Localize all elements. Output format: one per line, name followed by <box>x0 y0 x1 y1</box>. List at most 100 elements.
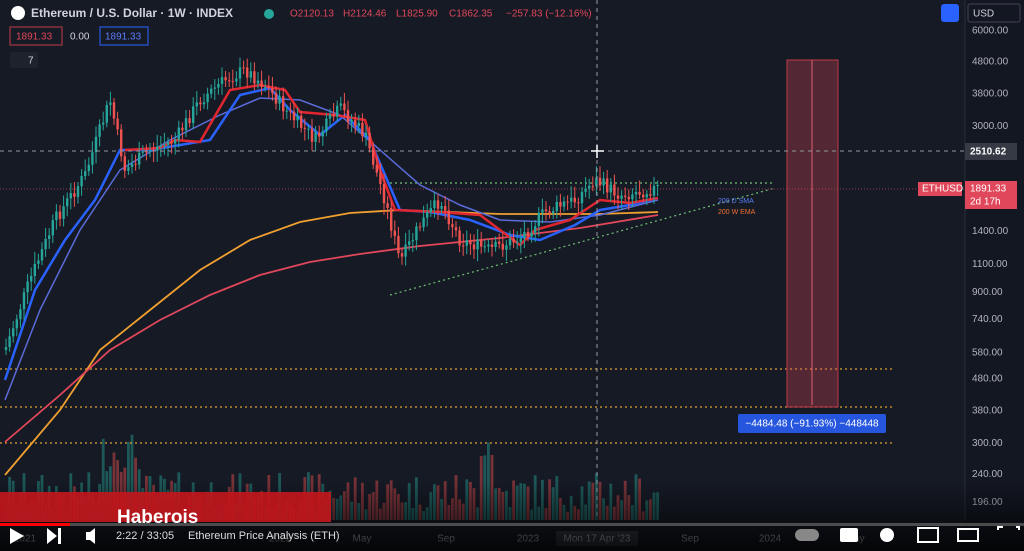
channel-name: Haberois <box>117 507 198 528</box>
candle-body <box>22 292 26 310</box>
candle-body <box>217 83 220 88</box>
candle-body <box>55 211 58 221</box>
volume-bar <box>130 434 134 520</box>
candle-body <box>415 226 418 241</box>
candle-body <box>588 185 591 189</box>
candle-body <box>314 132 317 142</box>
levels <box>0 182 895 444</box>
candle-body <box>591 185 594 187</box>
candle-body <box>465 240 468 246</box>
candle-body <box>458 230 461 246</box>
candle-body <box>289 110 292 112</box>
candle-body <box>577 202 580 204</box>
candle-body <box>634 191 638 195</box>
play-button[interactable] <box>10 528 24 544</box>
indicator-count: 7 <box>28 56 34 67</box>
settings-button[interactable] <box>880 528 894 542</box>
candle-body <box>163 144 166 146</box>
candle-body <box>397 235 400 254</box>
candle-body <box>418 226 422 228</box>
candle-body <box>91 152 94 165</box>
candle-body <box>253 71 256 84</box>
candle-body <box>170 141 173 144</box>
candle-body <box>76 186 80 197</box>
candle-body <box>292 111 296 121</box>
eth-icon <box>11 6 25 20</box>
cc-button[interactable] <box>840 528 858 542</box>
candle-body <box>336 105 339 117</box>
candle-body <box>426 212 429 218</box>
candle-body <box>404 244 407 257</box>
candle-body <box>134 163 137 165</box>
candle-body <box>282 96 285 112</box>
candle-body <box>433 200 436 209</box>
candle-body <box>559 201 562 207</box>
candle-body <box>454 227 458 231</box>
candle-body <box>357 122 360 127</box>
cursor <box>591 145 604 158</box>
volume-button[interactable] <box>86 528 95 544</box>
candle-body <box>19 309 22 320</box>
candle-body <box>530 232 533 237</box>
candle-body <box>566 201 569 203</box>
candle-body <box>483 246 486 248</box>
candle-body <box>267 86 270 88</box>
candle-body <box>652 185 656 196</box>
candle-body <box>148 150 152 153</box>
theater-button[interactable] <box>957 528 979 542</box>
candle-body <box>177 127 180 140</box>
price-label: 240.00 <box>972 469 1003 480</box>
crosshair-price: 2510.62 <box>970 147 1007 158</box>
price-tag <box>965 181 1017 209</box>
ma-blue-slow <box>4 97 659 401</box>
candle-body <box>325 118 328 132</box>
miniplayer-button[interactable] <box>917 527 939 543</box>
candle-body <box>246 67 249 78</box>
input-value: 1891.33 <box>105 32 142 43</box>
candle-body <box>109 102 112 105</box>
input-box[interactable] <box>9 26 63 46</box>
candle-body <box>512 238 515 243</box>
candle-body <box>145 151 148 153</box>
price-label: 480.00 <box>972 373 1003 384</box>
candle-body <box>602 178 605 186</box>
fullscreen-button[interactable] <box>997 526 1020 530</box>
candle-body <box>260 80 263 88</box>
candle-body <box>526 231 530 237</box>
candle-body <box>274 93 278 104</box>
channel-banner <box>0 492 331 522</box>
candle-body <box>213 87 216 89</box>
candle-body <box>278 96 281 104</box>
candle-body <box>112 102 116 119</box>
autoplay-toggle[interactable] <box>795 529 819 541</box>
candle-body <box>429 208 432 213</box>
input-box[interactable] <box>99 26 149 46</box>
sync-button[interactable] <box>941 4 959 22</box>
candle-body <box>321 131 324 137</box>
next-button[interactable] <box>47 528 61 544</box>
candle-body <box>30 275 33 282</box>
price-label: 580.00 <box>972 347 1003 358</box>
currency-select[interactable] <box>967 3 1021 23</box>
candle-body <box>69 193 72 199</box>
crosshair-tag <box>965 143 1017 160</box>
progress-track[interactable] <box>0 523 1024 526</box>
ma-orange <box>4 209 659 476</box>
candle-body <box>472 244 476 250</box>
candle-body <box>339 103 342 106</box>
candle-body <box>598 177 602 186</box>
candle-body <box>595 177 598 187</box>
candle-body <box>537 212 540 227</box>
candle-body <box>516 242 519 244</box>
candle-body <box>519 238 522 243</box>
candle-body <box>105 104 108 123</box>
candle-body <box>130 163 134 167</box>
candle-body <box>552 211 555 214</box>
indicator-toggle[interactable] <box>10 52 38 68</box>
candle-body <box>120 129 123 157</box>
candle-body <box>498 241 501 244</box>
candle-body <box>51 220 54 236</box>
candle-body <box>580 191 584 204</box>
candle-body <box>656 184 659 186</box>
candle-body <box>534 226 537 233</box>
